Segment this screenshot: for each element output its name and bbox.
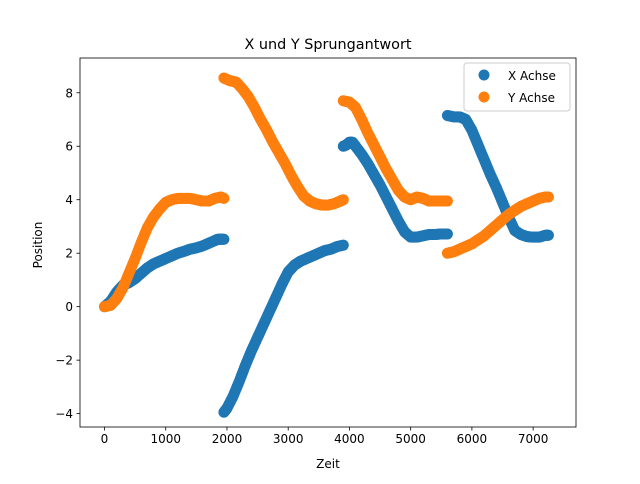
legend-box <box>463 62 571 112</box>
y-tick-label: −2 <box>55 354 73 368</box>
x-axis-label: Zeit <box>316 457 340 471</box>
data-points-layer <box>98 72 554 418</box>
y-tick-label: 4 <box>65 193 73 207</box>
data-point <box>218 192 230 204</box>
x-tick-label: 6000 <box>457 432 488 446</box>
data-point <box>218 233 230 245</box>
y-tick-label: 2 <box>65 247 73 261</box>
legend: X Achse Y Achse <box>463 62 571 112</box>
chart-title: X und Y Sprungantwort <box>244 37 411 53</box>
legend-marker-x-achse <box>478 69 490 81</box>
data-point <box>441 228 453 240</box>
y-tick-label: 6 <box>65 140 73 154</box>
x-tick-label: 4000 <box>334 432 365 446</box>
y-tick-label: −4 <box>55 407 73 421</box>
y-axis-label: Position <box>31 222 45 269</box>
legend-label-x-achse: X Achse <box>508 69 556 83</box>
legend-marker-y-achse <box>478 91 490 103</box>
y-ticks: −4 −2 0 2 4 6 8 <box>55 86 80 421</box>
y-tick-label: 0 <box>65 300 73 314</box>
plot-frame <box>79 57 577 428</box>
x-tick-label: 3000 <box>273 432 304 446</box>
data-point <box>337 239 349 251</box>
series-y-achse <box>98 72 554 313</box>
x-tick-label: 1000 <box>150 432 181 446</box>
data-point <box>337 194 349 206</box>
data-point <box>542 229 554 241</box>
x-tick-label: 5000 <box>395 432 426 446</box>
x-tick-label: 0 <box>101 432 109 446</box>
data-point <box>441 195 453 207</box>
x-ticks: 0 1000 2000 3000 4000 5000 6000 7000 <box>101 427 549 446</box>
x-tick-label: 2000 <box>212 432 243 446</box>
legend-label-y-achse: Y Achse <box>507 91 555 105</box>
y-tick-label: 8 <box>65 86 73 100</box>
x-tick-label: 7000 <box>518 432 549 446</box>
data-point <box>542 191 554 203</box>
